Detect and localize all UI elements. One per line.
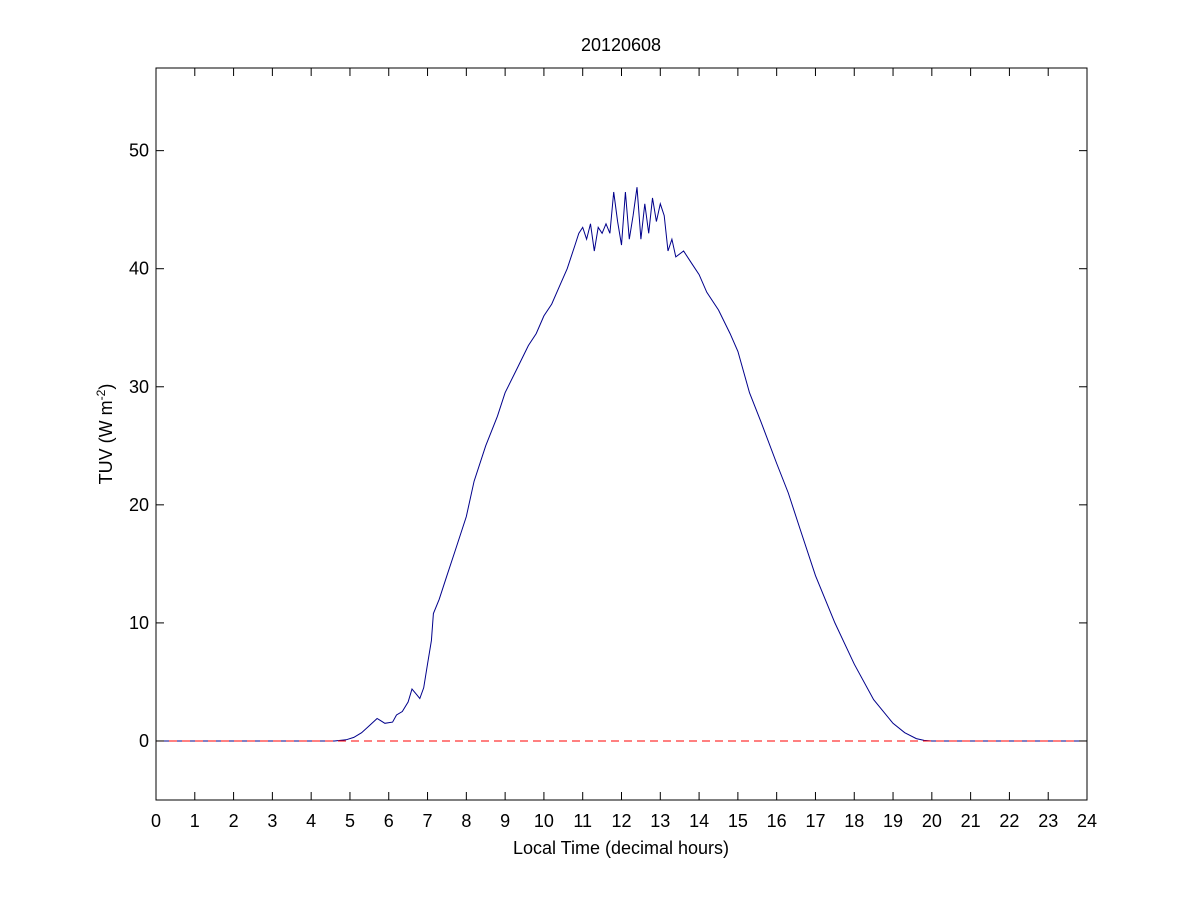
y-tick-label: 10	[129, 613, 149, 633]
x-tick-label: 0	[151, 811, 161, 831]
x-tick-label: 7	[423, 811, 433, 831]
x-tick-label: 23	[1038, 811, 1058, 831]
x-axis-label: Local Time (decimal hours)	[513, 838, 729, 858]
y-tick-label: 50	[129, 141, 149, 161]
x-tick-label: 8	[461, 811, 471, 831]
x-tick-label: 10	[534, 811, 554, 831]
x-tick-label: 22	[999, 811, 1019, 831]
x-tick-label: 15	[728, 811, 748, 831]
y-tick-label: 20	[129, 495, 149, 515]
x-tick-label: 6	[384, 811, 394, 831]
x-tick-label: 11	[573, 811, 592, 831]
tick-layer: 0 1 2 3 4 5 6 7 8 9 10 11 12 13 14 15 16 17 18 19 20 21 22 23 24…	[129, 68, 1097, 831]
y-tick-label: 0	[139, 731, 149, 751]
x-tick-label: 4	[306, 811, 316, 831]
x-tick-label: 19	[883, 811, 903, 831]
axes-box	[155, 67, 1088, 801]
x-tick-label: 16	[767, 811, 787, 831]
x-tick-label: 18	[844, 811, 864, 831]
series-line-0	[156, 187, 1087, 742]
x-tick-label: 2	[229, 811, 239, 831]
x-tick-label: 9	[500, 811, 510, 831]
series-layer	[156, 187, 1087, 742]
x-tick-label: 14	[689, 811, 709, 831]
x-tick-label: 20	[922, 811, 942, 831]
y-tick-label: 30	[129, 377, 149, 397]
y-axis-label-suffix: )	[96, 384, 116, 390]
x-tick-label: 13	[650, 811, 670, 831]
x-tick-label: 17	[805, 811, 825, 831]
y-tick-label: 40	[129, 259, 149, 279]
x-tick-label: 21	[961, 811, 981, 831]
x-tick-label: 5	[345, 811, 355, 831]
x-tick-label: 12	[611, 811, 631, 831]
x-tick-label: 3	[267, 811, 277, 831]
chart-title: 20120608	[581, 35, 661, 55]
y-axis-label-text: TUV (W m	[96, 400, 116, 484]
y-axis-label-superscript: -2	[94, 389, 108, 400]
y-axis-label: TUV (W m-2)	[94, 384, 116, 485]
x-tick-label: 1	[190, 811, 200, 831]
x-tick-label: 24	[1077, 811, 1097, 831]
